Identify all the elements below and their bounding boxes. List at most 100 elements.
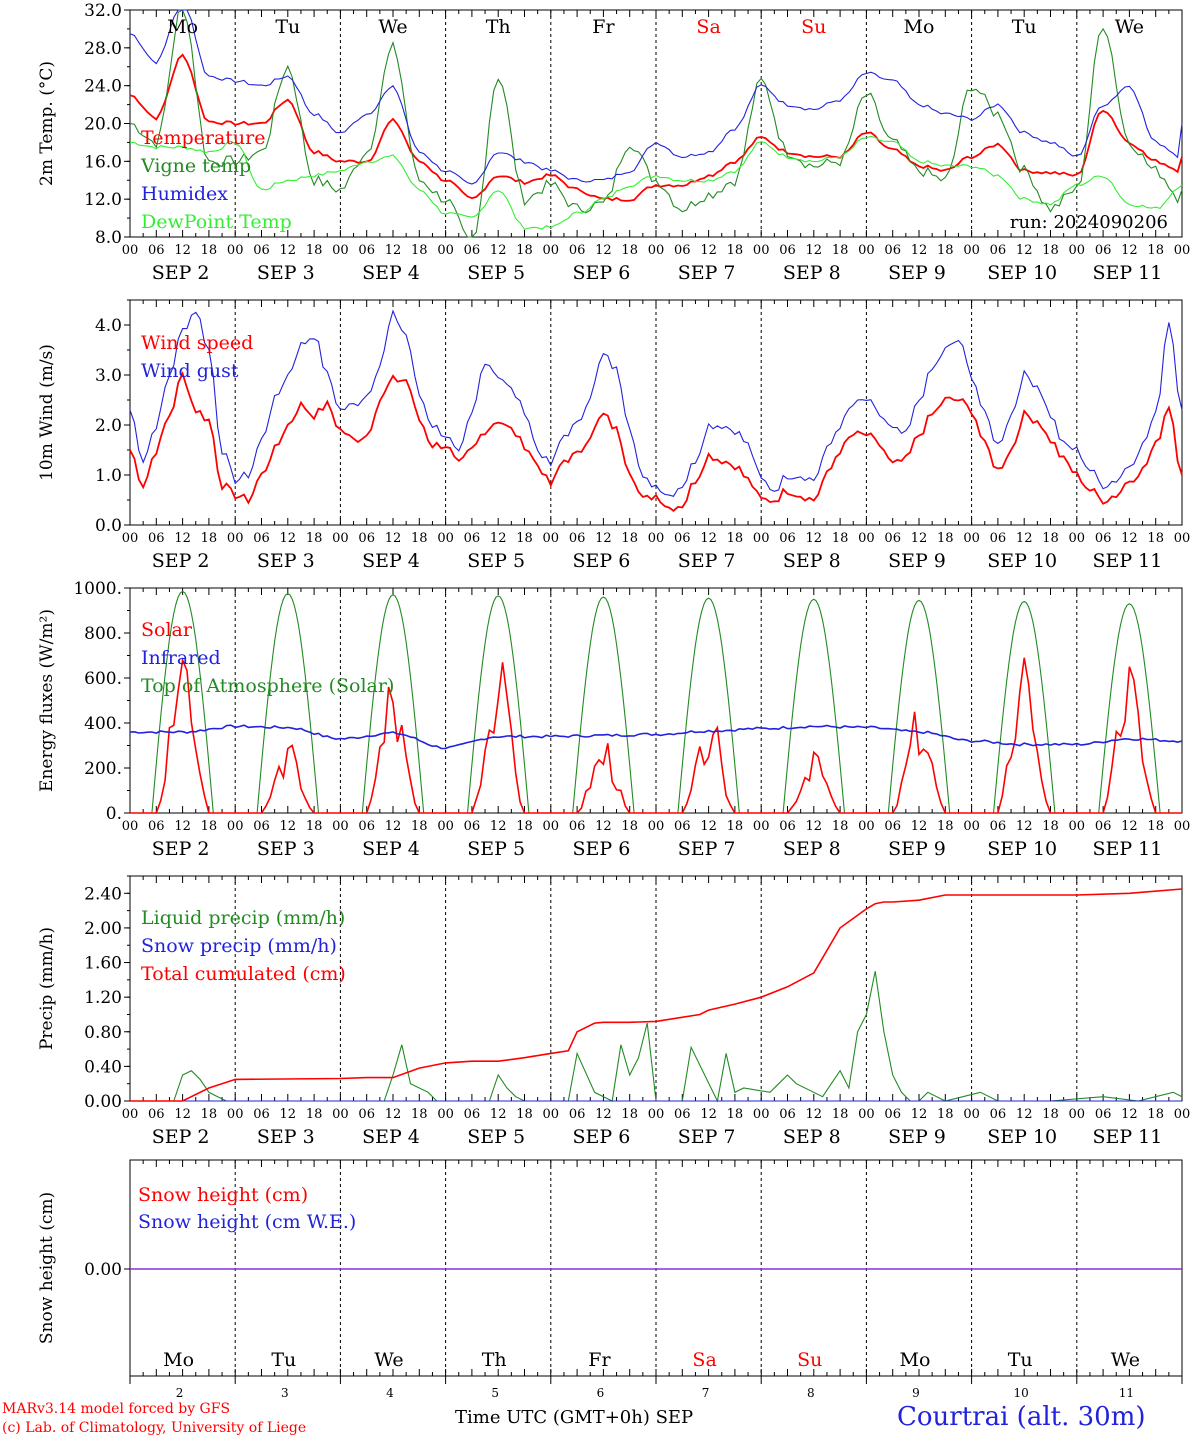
series-line-wind-gust bbox=[129, 309, 1183, 497]
x-hour-label: 00 bbox=[437, 1107, 454, 1122]
series-line-humidex bbox=[129, 9, 1183, 185]
panel-frame-energy bbox=[129, 587, 1183, 814]
x-hour-label: 18 bbox=[937, 819, 954, 834]
x-hour-label: 12 bbox=[700, 243, 717, 258]
y-tick-label: 8.0 bbox=[95, 228, 122, 248]
y-tick-label: 24.0 bbox=[84, 77, 122, 97]
x-date-label: SEP 9 bbox=[888, 262, 946, 284]
x-hour-label: 12 bbox=[490, 819, 507, 834]
x-date-label: SEP 10 bbox=[987, 838, 1057, 860]
x-hour-label: 18 bbox=[1147, 531, 1164, 546]
y-tick-label: 1.20 bbox=[84, 988, 122, 1008]
date-number-label: 2 bbox=[176, 1386, 184, 1400]
x-hour-label: 18 bbox=[306, 1107, 323, 1122]
station-label: Courtrai (alt. 30m) bbox=[897, 1402, 1146, 1432]
y-axis-label-wind: 10m Wind (m/s) bbox=[37, 344, 57, 481]
x-date-label: SEP 8 bbox=[783, 1126, 841, 1148]
y-tick-label: 16.0 bbox=[84, 152, 122, 172]
x-hour-label: 06 bbox=[148, 243, 165, 258]
x-hour-label: 12 bbox=[1016, 531, 1033, 546]
x-hour-label: 06 bbox=[464, 531, 481, 546]
x-hour-label: 06 bbox=[358, 819, 375, 834]
x-hour-label: 00 bbox=[1174, 819, 1191, 834]
series-line-total-cumulated-cm- bbox=[130, 888, 1183, 1102]
x-hour-label: 00 bbox=[332, 819, 349, 834]
footer-lab-text: (c) Lab. of Climatology, University of L… bbox=[2, 1420, 307, 1436]
date-number-label: 5 bbox=[491, 1386, 499, 1400]
x-hour-label: 00 bbox=[1174, 531, 1191, 546]
x-hour-label: 18 bbox=[201, 1107, 218, 1122]
x-date-label: SEP 5 bbox=[467, 550, 525, 572]
x-hour-label: 00 bbox=[122, 1107, 139, 1122]
x-date-label: SEP 2 bbox=[152, 262, 210, 284]
date-number-label: 3 bbox=[281, 1386, 289, 1400]
x-hour-label: 00 bbox=[963, 1107, 980, 1122]
x-date-label: SEP 5 bbox=[467, 1126, 525, 1148]
x-hour-label: 18 bbox=[411, 531, 428, 546]
x-hour-label: 12 bbox=[1016, 243, 1033, 258]
x-hour-label: 00 bbox=[227, 819, 244, 834]
x-date-label: SEP 4 bbox=[362, 1126, 420, 1148]
x-hour-label: 06 bbox=[569, 1107, 586, 1122]
x-hour-label: 00 bbox=[1069, 531, 1086, 546]
day-of-week-label: Tu bbox=[1012, 16, 1037, 38]
x-hour-label: 06 bbox=[1095, 243, 1112, 258]
legend-entry: Top of Atmosphere (Solar) bbox=[141, 675, 394, 697]
x-hour-label: 12 bbox=[490, 243, 507, 258]
x-hour-label: 06 bbox=[884, 1107, 901, 1122]
day-of-week-label: We bbox=[374, 1349, 403, 1371]
x-hour-label: 18 bbox=[1147, 243, 1164, 258]
x-hour-label: 18 bbox=[832, 531, 849, 546]
y-tick-label: 0.0 bbox=[95, 516, 122, 536]
x-hour-label: 12 bbox=[700, 1107, 717, 1122]
x-hour-label: 00 bbox=[753, 243, 770, 258]
x-hour-label: 18 bbox=[201, 243, 218, 258]
x-hour-label: 00 bbox=[122, 531, 139, 546]
x-date-label: SEP 6 bbox=[572, 1126, 630, 1148]
series-line-vigne-temp bbox=[129, 9, 1183, 238]
x-hour-label: 12 bbox=[911, 1107, 928, 1122]
x-hour-label: 18 bbox=[832, 819, 849, 834]
x-date-label: SEP 5 bbox=[467, 262, 525, 284]
y-tick-label: 600. bbox=[84, 669, 122, 689]
x-date-label: SEP 11 bbox=[1092, 1126, 1162, 1148]
x-hour-label: 00 bbox=[543, 819, 560, 834]
y-axis-label-temperature: 2m Temp. (°C) bbox=[37, 61, 57, 186]
x-hour-label: 00 bbox=[227, 1107, 244, 1122]
x-hour-label: 06 bbox=[1095, 531, 1112, 546]
x-hour-label: 12 bbox=[700, 531, 717, 546]
legend-entry: Wind gust bbox=[141, 360, 239, 382]
x-date-label: SEP 9 bbox=[888, 838, 946, 860]
date-number-label: 10 bbox=[1014, 1386, 1029, 1400]
y-tick-label: 28.0 bbox=[84, 39, 122, 59]
x-hour-label: 00 bbox=[1069, 1107, 1086, 1122]
x-hour-label: 00 bbox=[963, 819, 980, 834]
x-hour-label: 06 bbox=[990, 819, 1007, 834]
x-hour-label: 18 bbox=[727, 1107, 744, 1122]
x-hour-label: 00 bbox=[648, 243, 665, 258]
x-date-label: SEP 8 bbox=[783, 550, 841, 572]
x-hour-label: 00 bbox=[858, 531, 875, 546]
x-hour-label: 12 bbox=[911, 243, 928, 258]
x-hour-label: 00 bbox=[122, 243, 139, 258]
x-hour-label: 12 bbox=[280, 243, 297, 258]
date-number-label: 4 bbox=[386, 1386, 394, 1400]
x-hour-label: 18 bbox=[937, 243, 954, 258]
x-hour-label: 06 bbox=[779, 531, 796, 546]
x-hour-label: 00 bbox=[753, 819, 770, 834]
x-hour-label: 18 bbox=[411, 243, 428, 258]
series-line-solar bbox=[130, 656, 1182, 814]
y-tick-label: 800. bbox=[84, 624, 122, 644]
x-hour-label: 12 bbox=[1016, 819, 1033, 834]
x-hour-label: 18 bbox=[937, 1107, 954, 1122]
x-date-label: SEP 8 bbox=[783, 838, 841, 860]
y-tick-label: 32.0 bbox=[84, 1, 122, 21]
series-line-temperature bbox=[129, 53, 1183, 202]
x-hour-label: 00 bbox=[332, 243, 349, 258]
date-number-label: 7 bbox=[702, 1386, 710, 1400]
x-date-label: SEP 3 bbox=[257, 838, 315, 860]
x-hour-label: 06 bbox=[148, 531, 165, 546]
legend-entry: DewPoint Temp bbox=[141, 211, 292, 233]
x-date-label: SEP 6 bbox=[572, 550, 630, 572]
legend-entry: Liquid precip (mm/h) bbox=[141, 907, 345, 929]
